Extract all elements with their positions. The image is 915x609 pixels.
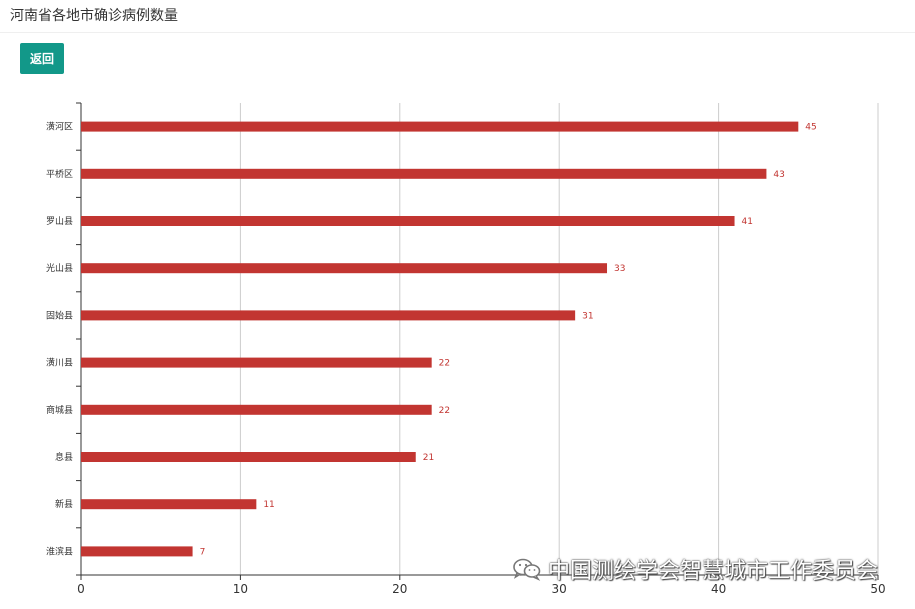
labels: 0 10 20 30 40 50 潢河区 45 平桥区 43 罗山县 41 光山县 33 固始县 31 潢川县 2… — [46, 121, 886, 596]
bar-value-label: 21 — [423, 453, 434, 463]
bar-value-label: 22 — [439, 406, 450, 416]
x-tick-label: 50 — [870, 582, 885, 596]
title-divider — [0, 32, 915, 33]
bar — [81, 404, 432, 415]
x-tick-label: 40 — [711, 582, 726, 596]
bar — [81, 263, 608, 274]
y-category-label: 潢川县 — [46, 357, 73, 369]
bar — [81, 452, 416, 462]
page-title: 河南省各地市确诊病例数量 — [10, 8, 178, 24]
y-category-label: 光山县 — [46, 262, 73, 274]
bar-value-label: 11 — [263, 500, 274, 510]
y-category-label: 潢河区 — [46, 121, 73, 133]
bars — [81, 121, 799, 557]
wechat-icon — [513, 558, 541, 581]
bar — [81, 499, 257, 510]
bar-value-label: 45 — [805, 123, 816, 133]
y-category-label: 息县 — [55, 451, 73, 463]
bar-value-label: 43 — [773, 170, 784, 180]
bar — [81, 168, 767, 179]
x-tick-label: 20 — [392, 582, 407, 596]
y-category-label: 淮滨县 — [46, 545, 73, 557]
bar — [81, 216, 735, 226]
y-category-label: 固始县 — [46, 309, 73, 321]
x-tick-label: 0 — [77, 582, 85, 596]
bar — [81, 357, 432, 368]
bar-value-label: 33 — [614, 264, 625, 274]
bar-value-label: 7 — [200, 547, 206, 557]
y-category-label: 商城县 — [46, 404, 73, 416]
y-category-label: 罗山县 — [46, 216, 73, 227]
grid-lines — [239, 103, 879, 575]
axes — [76, 102, 879, 580]
bar — [81, 546, 193, 557]
bar-value-label: 41 — [742, 217, 753, 227]
watermark: 中国测绘学会智慧城市工作委员会 — [512, 556, 879, 584]
x-tick-label: 30 — [552, 582, 567, 596]
bar — [81, 310, 576, 321]
y-category-label: 平桥区 — [46, 168, 73, 180]
x-tick-label: 10 — [233, 582, 248, 596]
y-category-label: 新县 — [55, 498, 73, 510]
bar-value-label: 31 — [582, 311, 593, 321]
back-button[interactable]: 返回 — [20, 43, 64, 74]
bar-value-label: 22 — [439, 359, 450, 369]
bar — [81, 121, 799, 132]
watermark-text: 中国测绘学会智慧城市工作委员会 — [548, 559, 879, 584]
